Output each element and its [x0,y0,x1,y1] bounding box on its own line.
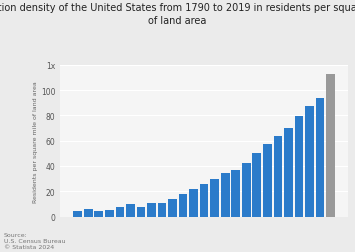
Bar [252,153,261,217]
Bar [316,99,324,217]
Text: Population density of the United States from 1790 to 2019 in residents per squar: Population density of the United States … [0,3,355,26]
Bar [263,144,272,217]
Bar [326,74,335,217]
Bar [158,203,166,217]
Text: Source:
U.S. Census Bureau
© Statista 2024: Source: U.S. Census Bureau © Statista 20… [4,232,65,249]
Bar [284,128,293,217]
Bar [105,210,114,217]
Bar [137,207,145,217]
Bar [179,194,187,217]
Bar [305,107,314,217]
Bar [94,211,103,217]
Y-axis label: Residents per square mile of land area: Residents per square mile of land area [33,80,38,202]
Bar [231,170,240,217]
Bar [221,173,230,217]
Bar [84,209,93,217]
Bar [189,190,198,217]
Bar [147,203,156,217]
Bar [242,163,251,217]
Bar [126,204,135,217]
Bar [115,207,124,217]
Bar [200,184,208,217]
Bar [211,179,219,217]
Bar [295,116,303,217]
Bar [73,211,82,217]
Bar [168,199,177,217]
Bar [274,136,282,217]
